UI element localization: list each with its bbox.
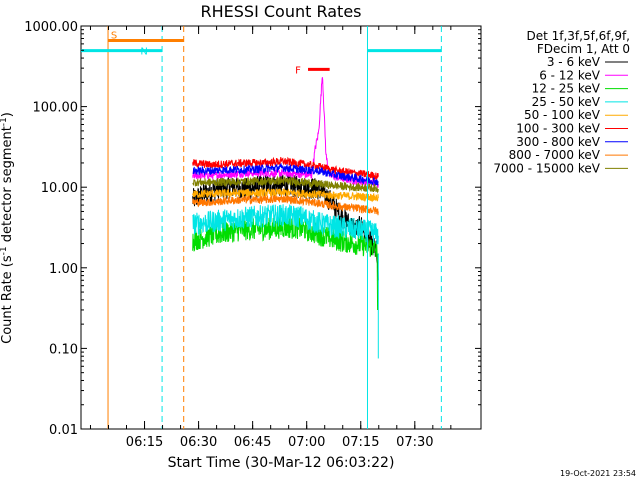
x-axis-ticks: 06:15 06:30 06:45 07:00 07:15 07:30 <box>89 26 452 450</box>
footer-timestamp: 19-Oct-2021 23:54 <box>560 469 636 478</box>
series-line-6 <box>192 162 379 186</box>
flag-label-1: N <box>140 47 147 58</box>
y-axis-label-mid: detector segment <box>0 126 15 246</box>
series-line-8 <box>192 175 379 194</box>
legend-label: 6 - 12 keV <box>539 68 601 82</box>
legend-label: 7000 - 15000 keV <box>493 161 600 175</box>
legend-header-decim: FDecim 1, Att 0 <box>537 42 630 56</box>
x-tick-label: 07:15 <box>342 435 379 450</box>
y-tick-label: 1000.00 <box>24 20 78 35</box>
legend-label: 50 - 100 keV <box>524 108 601 122</box>
flag-label-0: S <box>111 31 117 42</box>
legend: Det 1f,3f,5f,6f,9f, FDecim 1, Att 0 3 - … <box>493 29 630 175</box>
legend-label: 3 - 6 keV <box>547 55 601 69</box>
plot-frame <box>80 25 482 430</box>
x-axis-label: Start Time (30-Mar-12 06:03:22) <box>168 455 395 471</box>
plot-area: S N F 1000.00 100.00 10.00 1.00 0.10 0.01 06:15… <box>24 20 482 450</box>
x-tick-label: 06:30 <box>180 435 217 450</box>
legend-label: 25 - 50 keV <box>532 95 601 109</box>
series-line-5 <box>192 156 379 181</box>
series-line-7 <box>192 194 379 216</box>
y-tick-label: 0.01 <box>49 423 78 438</box>
y-tick-label: 1.00 <box>49 262 78 277</box>
y-axis-label-sup2: -1 <box>0 117 9 126</box>
series-line-4 <box>192 187 379 203</box>
y-axis-label-sup1: -1 <box>0 246 9 255</box>
x-tick-label: 07:00 <box>288 435 325 450</box>
flag-lines-layer <box>107 26 442 429</box>
legend-label: 300 - 800 keV <box>516 135 600 149</box>
y-tick-label: 100.00 <box>33 101 79 116</box>
series-line-3 <box>192 204 379 245</box>
y-axis-label-end: ) <box>0 112 15 117</box>
x-tick-label: 06:45 <box>234 435 271 450</box>
y-axis-label: Count Rate (s-1 detector segment-1) <box>0 112 15 344</box>
legend-label: 800 - 7000 keV <box>509 148 601 162</box>
flags-layer: S N F <box>81 31 442 76</box>
legend-header-detectors: Det 1f,3f,5f,6f,9f, <box>526 29 630 43</box>
x-tick-label: 06:15 <box>126 435 163 450</box>
y-tick-label: 0.10 <box>49 342 78 357</box>
legend-label: 100 - 300 keV <box>516 122 600 136</box>
y-axis-label-main: Count Rate (s <box>0 255 15 344</box>
y-axis-ticks: 1000.00 100.00 10.00 1.00 0.10 0.01 <box>24 20 481 438</box>
x-tick-label: 07:30 <box>396 435 433 450</box>
series-line-2 <box>192 216 379 262</box>
chart-title: RHESSI Count Rates <box>201 2 362 21</box>
series-layer <box>192 77 379 359</box>
flag-label-3: F <box>295 65 301 76</box>
legend-label: 12 - 25 keV <box>532 82 601 96</box>
y-tick-label: 10.00 <box>41 181 78 196</box>
